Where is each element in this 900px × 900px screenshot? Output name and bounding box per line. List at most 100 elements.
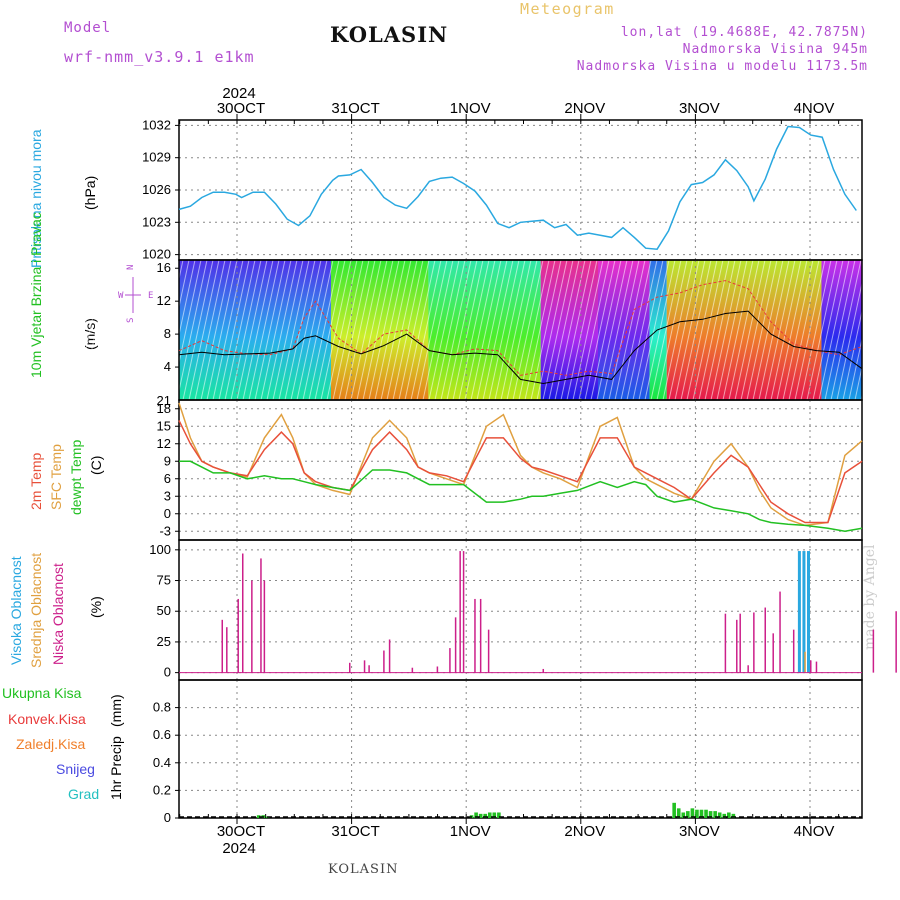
temp-2m-line bbox=[178, 420, 863, 524]
wind-barb bbox=[110, 259, 142, 401]
low-cloud-bar bbox=[462, 551, 465, 673]
pressure-line bbox=[178, 125, 857, 250]
precip-bar bbox=[695, 809, 699, 818]
high-cloud-bar bbox=[806, 551, 810, 673]
page-title: KOLASIN bbox=[330, 22, 449, 47]
y-tick-label: 0 bbox=[164, 506, 171, 521]
temp-sfc-line bbox=[178, 402, 863, 527]
low-cloud-bar bbox=[454, 617, 457, 673]
wind-barb bbox=[842, 259, 874, 401]
precip-bar bbox=[722, 813, 727, 818]
bottom-date-label: 4NOV bbox=[794, 823, 835, 840]
wind-barb bbox=[476, 259, 508, 401]
y-tick-label: 18 bbox=[157, 401, 171, 416]
model-label: Model bbox=[64, 20, 112, 36]
precip-bar bbox=[478, 813, 483, 818]
low-cloud-bar bbox=[736, 619, 738, 673]
wind-barb bbox=[446, 259, 478, 401]
precip-bar bbox=[681, 812, 686, 818]
low-cloud-bar bbox=[764, 607, 766, 673]
precip-bar bbox=[690, 808, 695, 818]
precip-bar bbox=[676, 808, 681, 818]
wind-barb bbox=[734, 259, 766, 401]
wind-barb bbox=[644, 259, 676, 401]
wind-barb bbox=[140, 259, 172, 401]
wind-barb bbox=[518, 259, 550, 401]
wind-barb bbox=[620, 259, 652, 401]
wind-barb bbox=[722, 259, 754, 401]
low-cloud-bar bbox=[260, 558, 262, 673]
bottom-date-label: 3NOV bbox=[679, 823, 720, 840]
low-cloud-bar bbox=[459, 551, 461, 673]
wind-barb bbox=[770, 259, 802, 401]
wind-barb bbox=[104, 259, 136, 401]
model-altitude-label: Nadmorska Visina u modelu 1173.5m bbox=[576, 59, 868, 74]
precip-bar bbox=[474, 812, 478, 818]
wind-barb bbox=[788, 259, 820, 401]
precip-bar bbox=[708, 811, 713, 818]
precip-bar bbox=[713, 811, 717, 818]
wind-barb bbox=[704, 259, 736, 401]
wind-barb bbox=[356, 259, 388, 401]
top-date-label: 1NOV bbox=[450, 100, 491, 117]
wind-barb bbox=[224, 259, 256, 401]
wind-barb bbox=[548, 259, 580, 401]
wind-barb bbox=[818, 259, 850, 401]
bottom-date-label: 2NOV bbox=[564, 823, 605, 840]
low-cloud-bar bbox=[815, 661, 818, 673]
wind-barb bbox=[152, 259, 184, 401]
wind-barb bbox=[470, 259, 502, 401]
low-cloud-bar bbox=[226, 627, 228, 673]
compass-south-label: S bbox=[126, 318, 136, 323]
y-tick-label: 1026 bbox=[142, 182, 171, 197]
wind-barb bbox=[464, 259, 496, 401]
wind-barb bbox=[92, 259, 124, 401]
wind-barb bbox=[350, 259, 382, 401]
low-cloud-bar bbox=[237, 598, 239, 673]
wind-barb bbox=[254, 259, 286, 401]
wind-barb bbox=[410, 259, 442, 401]
y-tick-label: 100 bbox=[149, 542, 171, 557]
low-cloud-bar bbox=[792, 629, 795, 673]
wind-barb bbox=[50, 259, 82, 401]
bottom-date-label: 31OCT bbox=[331, 823, 379, 840]
wind-barb bbox=[164, 259, 196, 401]
wind-barb bbox=[860, 259, 892, 401]
wind-barb bbox=[134, 259, 166, 401]
wind-barb bbox=[716, 259, 748, 401]
wind-barb bbox=[566, 259, 598, 401]
wind-barb bbox=[266, 259, 298, 401]
bottom-date-label: 1NOV bbox=[450, 823, 491, 840]
precip-bar bbox=[483, 813, 488, 818]
altitude-label: Nadmorska Visina 945m bbox=[682, 42, 868, 57]
wind-barb bbox=[188, 259, 220, 401]
wind-barb bbox=[596, 259, 628, 401]
wind-barb bbox=[98, 259, 130, 401]
wind-barb bbox=[284, 259, 316, 401]
compass-west-label: W bbox=[118, 291, 124, 301]
dewpoint-line bbox=[179, 460, 863, 533]
wind-barb bbox=[740, 259, 772, 401]
wind-speed-line bbox=[178, 310, 863, 385]
wind-barb bbox=[482, 259, 514, 401]
compass-north-label: N bbox=[126, 265, 136, 270]
low-cloud-bar bbox=[739, 613, 741, 673]
wind-barb bbox=[500, 259, 532, 401]
precip-bar bbox=[487, 812, 492, 818]
wind-barb bbox=[434, 259, 466, 401]
wind-barb bbox=[440, 259, 472, 401]
y-tick-label: 8 bbox=[164, 326, 171, 341]
wind-barb bbox=[44, 259, 76, 401]
low-cloud-bar bbox=[479, 598, 482, 673]
wind-barb bbox=[320, 259, 352, 401]
y-tick-label: 12 bbox=[157, 293, 171, 308]
wind-barb bbox=[308, 259, 340, 401]
wind-barb bbox=[848, 259, 880, 401]
y-tick-label: 12 bbox=[157, 436, 171, 451]
y-tick-label: 0.4 bbox=[153, 755, 171, 770]
wind-barb bbox=[62, 259, 94, 401]
wind-barb bbox=[854, 259, 886, 401]
low-cloud-bar bbox=[474, 598, 476, 673]
low-cloud-bar bbox=[772, 633, 774, 673]
